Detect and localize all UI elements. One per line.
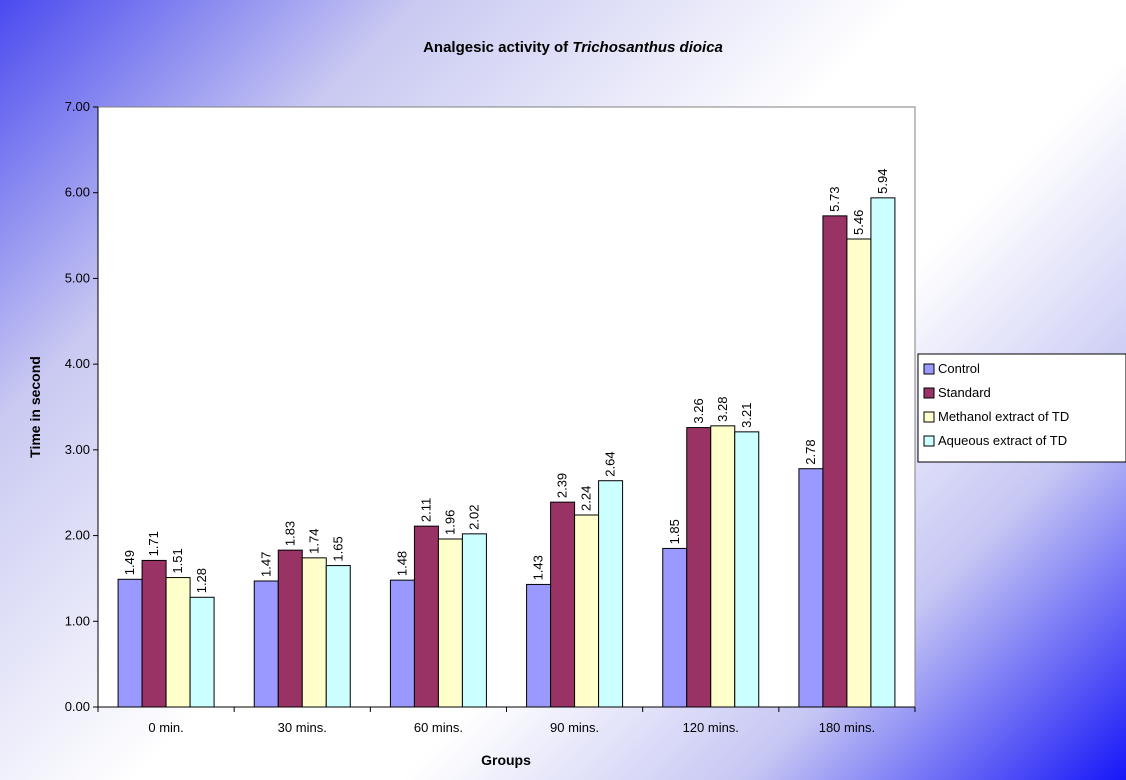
x-tick-label-5: 180 mins. — [819, 720, 875, 735]
bar-0-5 — [798, 468, 824, 708]
x-tick-label-0: 0 min. — [148, 720, 183, 735]
data-label-3-3: 2.64 — [603, 451, 618, 476]
legend-swatch-3 — [923, 435, 935, 447]
legend: Control Standard Methanol extract of TD Aqu… — [917, 353, 1126, 463]
data-label-0-1: 1.47 — [258, 552, 273, 577]
y-tick-label-4: 4.00 — [65, 356, 90, 371]
data-label-2-1: 1.74 — [306, 529, 321, 554]
bar-2-1 — [301, 557, 327, 708]
x-tick-label-3: 90 mins. — [550, 720, 599, 735]
bar-3-2 — [461, 533, 487, 708]
chart-title-italic: Trichosanthus dioica — [572, 39, 723, 56]
x-tick-label-4: 120 mins. — [683, 720, 739, 735]
data-label-1-1: 1.83 — [282, 521, 297, 546]
chart-title-main: Analgesic activity of — [423, 39, 572, 56]
bar-1-5 — [822, 215, 848, 708]
data-label-0-3: 1.43 — [531, 555, 546, 580]
bar-2-3 — [574, 514, 600, 708]
data-label-2-5: 5.46 — [851, 210, 866, 235]
data-label-3-0: 1.28 — [194, 568, 209, 593]
bar-0-2 — [389, 579, 415, 708]
bar-0-4 — [662, 547, 688, 708]
bar-3-4 — [734, 431, 760, 708]
data-label-2-4: 3.28 — [715, 397, 730, 422]
bar-0-3 — [526, 583, 552, 708]
legend-label-0: Control — [938, 361, 980, 376]
data-label-1-2: 2.11 — [418, 498, 433, 522]
y-axis-label: Time in second — [27, 356, 43, 458]
data-label-0-2: 1.48 — [394, 551, 409, 576]
y-tick-label-1: 1.00 — [65, 613, 90, 628]
x-tick-label-1: 30 mins. — [278, 720, 327, 735]
data-label-3-2: 2.02 — [466, 505, 481, 530]
data-label-1-0: 1.71 — [146, 531, 161, 556]
data-label-2-2: 1.96 — [442, 510, 457, 535]
bar-0-0 — [117, 578, 143, 708]
bars-layer — [117, 197, 896, 708]
legend-swatch-2 — [923, 411, 935, 423]
bar-1-2 — [413, 525, 439, 708]
legend-label-3: Aqueous extract of TD — [938, 433, 1067, 448]
data-label-1-5: 5.73 — [827, 187, 842, 212]
data-labels-layer: 1.49 1.47 1.48 1.43 1.85 2.78 1.71 1.83 2.11 2.39… — [122, 169, 890, 594]
bar-3-0 — [189, 596, 215, 708]
bar-3-1 — [325, 565, 351, 708]
bar-1-3 — [550, 501, 576, 708]
data-label-0-0: 1.49 — [122, 550, 137, 575]
bar-1-4 — [686, 427, 712, 708]
y-tick-label-0: 0.00 — [65, 699, 90, 714]
bar-2-5 — [846, 238, 872, 708]
data-label-3-1: 1.65 — [330, 536, 345, 561]
legend-label-1: Standard — [938, 385, 991, 400]
data-label-1-4: 3.26 — [691, 398, 706, 423]
bar-3-3 — [598, 480, 624, 708]
y-tick-label-3: 3.00 — [65, 442, 90, 457]
data-label-1-3: 2.39 — [555, 473, 570, 498]
bar-0-1 — [253, 580, 279, 708]
data-label-0-4: 1.85 — [667, 519, 682, 544]
plot-area — [97, 106, 916, 708]
y-tick-label-2: 2.00 — [65, 528, 90, 543]
data-label-3-5: 5.94 — [875, 169, 890, 194]
legend-label-2: Methanol extract of TD — [938, 409, 1069, 424]
data-label-3-4: 3.21 — [739, 403, 754, 428]
y-tick-label-6: 6.00 — [65, 185, 90, 200]
x-tick-label-2: 60 mins. — [414, 720, 463, 735]
bar-2-2 — [437, 538, 463, 708]
data-label-2-3: 2.24 — [579, 486, 594, 511]
y-tick-label-5: 5.00 — [65, 270, 90, 285]
bar-1-1 — [277, 549, 303, 708]
bar-2-0 — [165, 577, 191, 708]
legend-swatch-1 — [923, 387, 935, 399]
legend-swatch-0 — [923, 363, 935, 375]
axes-layer: 0.00 1.00 2.00 3.00 4.00 5.00 6.00 7.00 0 min. 30… — [65, 99, 916, 735]
data-label-0-5: 2.78 — [803, 439, 818, 464]
y-tick-label-7: 7.00 — [65, 99, 90, 114]
data-label-2-0: 1.51 — [170, 548, 185, 573]
x-axis-label: Groups — [481, 752, 531, 768]
chart-title: Analgesic activity of Trichosanthus dioi… — [423, 39, 723, 56]
bar-2-4 — [710, 425, 736, 708]
legend-box — [917, 353, 1126, 463]
bar-3-5 — [870, 197, 896, 708]
bar-1-0 — [141, 559, 167, 708]
